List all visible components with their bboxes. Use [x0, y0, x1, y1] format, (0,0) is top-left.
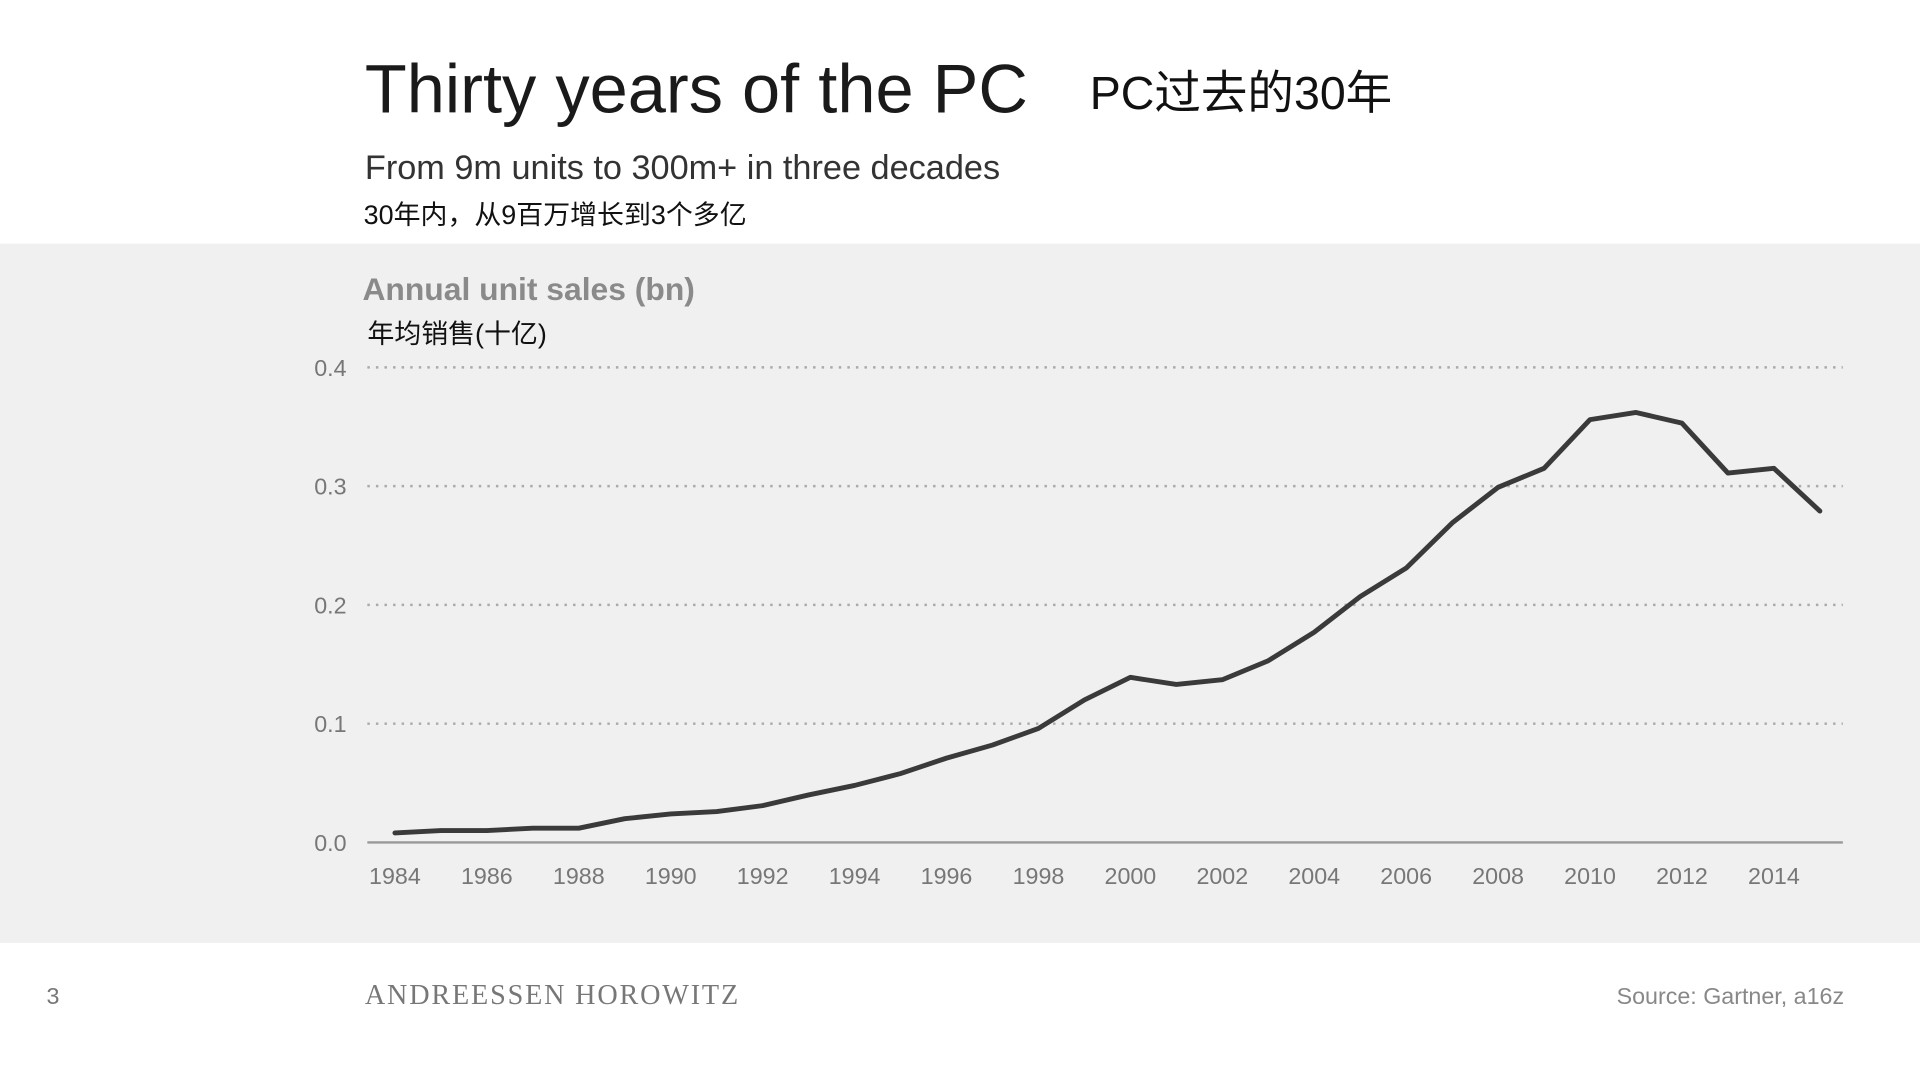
x-tick-label: 1988	[553, 863, 605, 889]
x-tick-label: 2006	[1380, 863, 1432, 889]
data-line	[392, 410, 1823, 836]
x-tick-label: 2014	[1748, 863, 1800, 889]
chart-subtitle: From 9m units to 300m+ in three decades	[365, 149, 1000, 187]
x-tick-label: 2002	[1196, 863, 1248, 889]
x-tick-label: 1996	[921, 863, 973, 889]
x-tick-label: 2004	[1288, 863, 1340, 889]
x-tick-label: 1998	[1013, 863, 1065, 889]
x-tick-label: 2000	[1105, 863, 1157, 889]
x-tick-label: 1992	[737, 863, 789, 889]
y-tick-label: 0.4	[314, 355, 346, 381]
brand: ANDREESSEN HOROWITZ	[365, 980, 740, 1011]
y-axis-title-zh: 年均销售(十亿)	[367, 319, 546, 349]
x-tick-label: 1986	[461, 863, 513, 889]
x-tick-label: 1990	[645, 863, 697, 889]
x-tick-label: 1994	[829, 863, 881, 889]
chart-panel	[0, 243, 1920, 943]
y-tick-label: 0.3	[314, 474, 346, 500]
page-number: 3	[47, 983, 60, 1009]
chart-subtitle-zh: 30年内，从9百万增长到3个多亿	[364, 200, 747, 230]
x-tick-label: 2012	[1656, 863, 1708, 889]
chart-title: Thirty years of the PC	[365, 51, 1028, 128]
x-tick-label: 2010	[1564, 863, 1616, 889]
y-tick-label: 0.1	[314, 711, 346, 737]
source: Source: Gartner, a16z	[1617, 983, 1844, 1009]
x-tick-label: 2008	[1472, 863, 1524, 889]
x-tick-label: 1984	[369, 863, 421, 889]
y-axis-title: Annual unit sales (bn)	[362, 271, 694, 307]
y-tick-label: 0.2	[314, 592, 346, 618]
chart-title-zh: PC过去的30年	[1090, 67, 1392, 119]
y-tick-label: 0.0	[314, 830, 346, 856]
